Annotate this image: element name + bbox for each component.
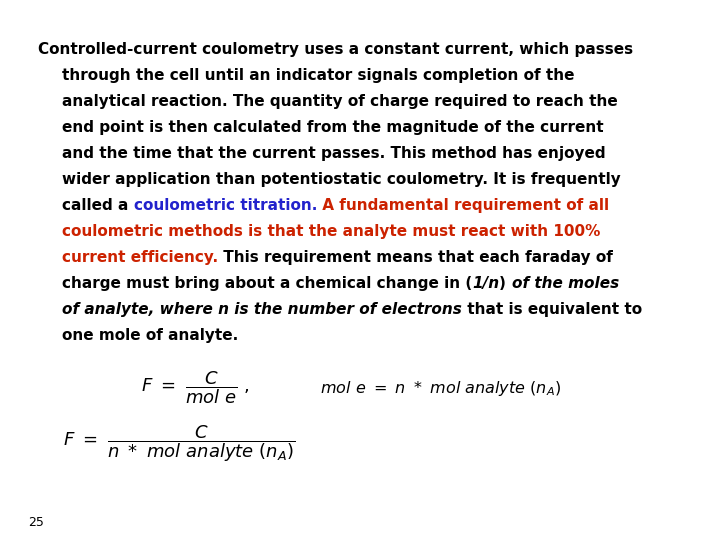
Text: of the moles: of the moles [511,276,618,291]
Text: 1/n: 1/n [472,276,500,291]
Text: of analyte, where n is the number of electrons: of analyte, where n is the number of ele… [62,302,462,317]
Text: that is equivalent to: that is equivalent to [462,302,642,317]
Text: coulometric methods is that the analyte must react with 100%: coulometric methods is that the analyte … [62,224,600,239]
Text: end point is then calculated from the magnitude of the current: end point is then calculated from the ma… [62,120,603,135]
Text: Controlled-current coulometry uses a constant current, which passes: Controlled-current coulometry uses a con… [38,42,633,57]
Text: charge must bring about a chemical change in (: charge must bring about a chemical chang… [62,276,472,291]
Text: $\mathit{F}\ =\ \dfrac{\mathit{C}}{\mathit{mol}\ \mathit{e}}\ ,$: $\mathit{F}\ =\ \dfrac{\mathit{C}}{\math… [141,370,250,406]
Text: 25: 25 [28,516,44,529]
Text: through the cell until an indicator signals completion of the: through the cell until an indicator sign… [62,68,575,83]
Text: $\mathit{mol}\ \mathit{e}\ =\ n\ *\ \mathit{mol}\ \mathit{analyte}\ (n_{\mathit{: $\mathit{mol}\ \mathit{e}\ =\ n\ *\ \mat… [320,379,561,397]
Text: and the time that the current passes. This method has enjoyed: and the time that the current passes. Th… [62,146,606,161]
Text: coulometric titration.: coulometric titration. [134,198,317,213]
Text: analytical reaction. The quantity of charge required to reach the: analytical reaction. The quantity of cha… [62,94,618,109]
Text: $\mathit{F}\ =\ \dfrac{\mathit{C}}{n\ *\ \mathit{mol}\ \mathit{analyte}\ (n_{\ma: $\mathit{F}\ =\ \dfrac{\mathit{C}}{n\ *\… [63,424,295,464]
Text: A fundamental requirement of all: A fundamental requirement of all [317,198,609,213]
Text: wider application than potentiostatic coulometry. It is frequently: wider application than potentiostatic co… [62,172,621,187]
Text: current efficiency.: current efficiency. [62,250,218,265]
Text: called a: called a [62,198,134,213]
Text: This requirement means that each faraday of: This requirement means that each faraday… [218,250,613,265]
Text: one mole of analyte.: one mole of analyte. [62,328,238,343]
Text: ): ) [500,276,511,291]
